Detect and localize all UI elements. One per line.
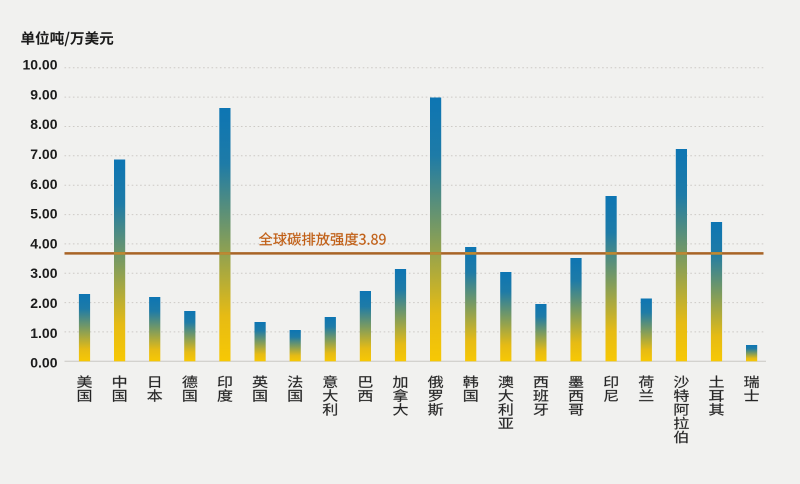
svg-text:8.00: 8.00 <box>30 116 57 132</box>
svg-text:0.00: 0.00 <box>30 355 57 371</box>
svg-text:4.00: 4.00 <box>30 235 57 251</box>
svg-text:5.00: 5.00 <box>30 206 57 222</box>
svg-text:9.00: 9.00 <box>30 86 57 102</box>
svg-text:2.00: 2.00 <box>30 295 57 311</box>
svg-text:1.00: 1.00 <box>30 325 57 341</box>
svg-text:7.00: 7.00 <box>30 146 57 162</box>
svg-text:6.00: 6.00 <box>30 176 57 192</box>
svg-text:10.00: 10.00 <box>22 57 57 73</box>
svg-text:3.00: 3.00 <box>30 265 57 281</box>
